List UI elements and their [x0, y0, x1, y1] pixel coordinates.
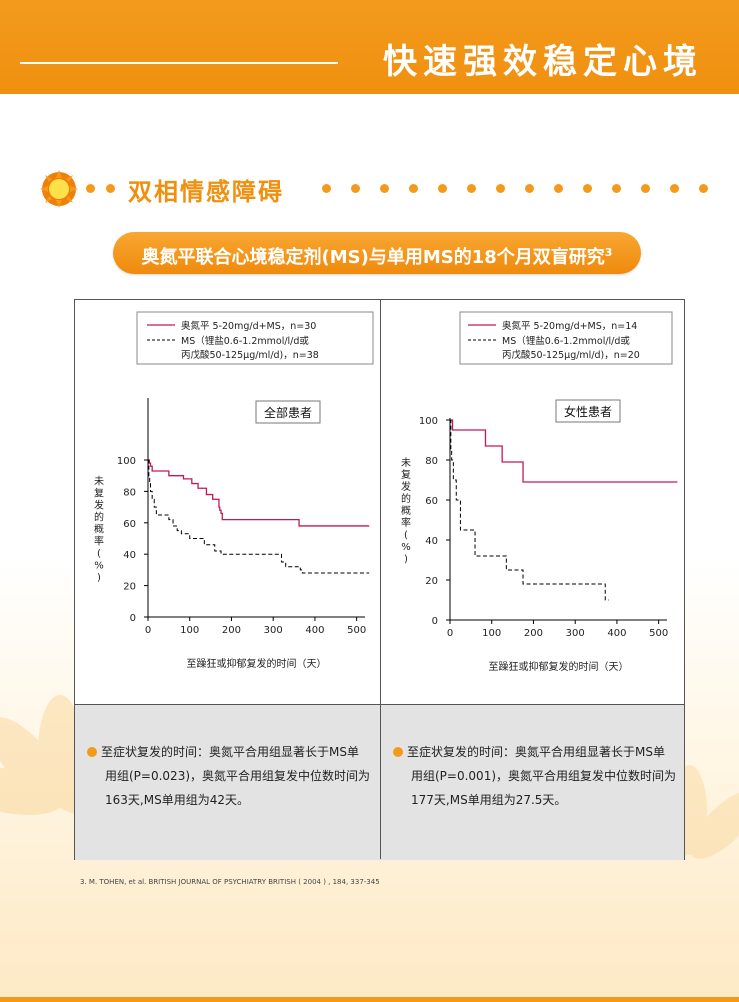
y-axis-label: 未复发的概率(%): [401, 457, 411, 565]
y-tick-label: 60: [123, 519, 136, 530]
x-tick-label: 200: [222, 625, 241, 636]
x-tick-label: 0: [447, 628, 453, 639]
x-tick-label: 100: [482, 628, 501, 639]
dot: [641, 184, 650, 193]
summary-left: 至症状复发的时间：奥氮平合用组显著长于MS单 用组(P=0.023)，奥氮平合用…: [87, 740, 377, 812]
summary-line: 用组(P=0.001)，奥氮平合用组复发中位数时间为: [393, 764, 683, 788]
dot: [496, 184, 505, 193]
legend-box-left: 奥氮平 5-20mg/d+MS，n=30 MS（锂盐0.6-1.2mmol/l/…: [136, 311, 374, 365]
summary-line: 163天,MS单用组为42天。: [87, 788, 377, 812]
y-tick-label: 0: [432, 616, 438, 627]
header-band: 快速强效稳定心境: [0, 0, 739, 94]
dot: [86, 184, 95, 193]
legend-entry-ms: MS（锂盐0.6-1.2mmol/l/d或: [502, 335, 630, 347]
legend-box-right: 奥氮平 5-20mg/d+MS，n=14 MS（锂盐0.6-1.2mmol/l/…: [459, 311, 673, 365]
y-tick-label: 0: [130, 613, 136, 624]
y-tick-label: 100: [419, 416, 438, 427]
summary-text: 至症状复发的时间：奥氮平合用组显著长于MS单: [101, 745, 359, 759]
x-tick-label: 500: [347, 625, 366, 636]
y-axis-label: 未复发的概率(%): [94, 476, 104, 584]
x-tick-label: 400: [607, 628, 626, 639]
legend-entry-ms: MS（锂盐0.6-1.2mmol/l/d或: [181, 335, 309, 347]
y-tick-label: 20: [425, 576, 438, 587]
summary-text: 177天,MS单用组为27.5天。: [411, 793, 567, 807]
chart-title: 女性患者: [564, 404, 612, 419]
summary-text: 用组(P=0.001)，奥氮平合用组复发中位数时间为: [411, 769, 677, 783]
section-title: 双相情感障碍: [128, 178, 284, 206]
summary-text: 至症状复发的时间：奥氮平合用组显著长于MS单: [407, 745, 665, 759]
summary-line: 177天,MS单用组为27.5天。: [393, 788, 683, 812]
summary-text: 163天,MS单用组为42天。: [105, 793, 249, 807]
x-axis-label: 至躁狂或抑郁复发的时间（天）: [187, 657, 327, 670]
series-line-ms: [450, 419, 609, 601]
y-tick-label: 80: [123, 487, 136, 498]
plot-area-left: 0 100 200 300 400 500 0 20 40 60 80 100 全部患者未复发的概率(%…: [94, 398, 370, 670]
footer-band: [0, 997, 739, 1002]
dot: [583, 184, 592, 193]
y-tick-label: 60: [425, 496, 438, 507]
legend-entry-olanzapine: 奥氮平 5-20mg/d+MS，n=14: [502, 320, 637, 332]
dot: [409, 184, 418, 193]
x-tick-label: 500: [649, 628, 668, 639]
summary-text: 用组(P=0.023)，奥氮平合用组复发中位数时间为: [105, 769, 371, 783]
page-title: 快速强效稳定心境: [383, 42, 703, 82]
header-rule: [20, 62, 338, 64]
summary-line: 用组(P=0.023)，奥氮平合用组复发中位数时间为: [87, 764, 377, 788]
chart-all-patients: 奥氮平 5-20mg/d+MS，n=30 MS（锂盐0.6-1.2mmol/l/…: [94, 311, 374, 670]
series-line-ms: [148, 459, 370, 574]
reference-note: 3. M. TOHEN, et al. BRITISH JOURNAL OF P…: [80, 878, 380, 886]
y-tick-label: 40: [425, 536, 438, 547]
x-axis-label: 至躁狂或抑郁复发的时间（天）: [489, 660, 629, 673]
chart-title: 全部患者: [264, 405, 312, 420]
x-tick-label: 100: [180, 625, 199, 636]
dot: [380, 184, 389, 193]
sun-icon: [40, 170, 78, 208]
dot: [699, 184, 708, 193]
legend-entry-ms-cont: 丙戊酸50-125μg/ml/d)，n=20: [502, 349, 640, 361]
legend-entry-olanzapine: 奥氮平 5-20mg/d+MS，n=30: [181, 320, 316, 332]
chart-female-patients: 奥氮平 5-20mg/d+MS，n=14 MS（锂盐0.6-1.2mmol/l/…: [401, 311, 678, 673]
dot: [438, 184, 447, 193]
y-tick-label: 80: [425, 456, 438, 467]
dot: [467, 184, 476, 193]
dot: [670, 184, 679, 193]
x-tick-label: 300: [566, 628, 585, 639]
study-title: 奥氮平联合心境稳定剂(MS)与单用MS的18个月双盲研究: [141, 247, 605, 268]
y-tick-label: 20: [123, 582, 136, 593]
charts-panel: 奥氮平 5-20mg/d+MS，n=30 MS（锂盐0.6-1.2mmol/l/…: [74, 299, 685, 860]
dot: [525, 184, 534, 193]
dot: [554, 184, 563, 193]
dot: [322, 184, 331, 193]
x-tick-label: 400: [305, 625, 324, 636]
dot: [106, 184, 115, 193]
section-header: 双相情感障碍: [40, 168, 730, 208]
summary-line: 至症状复发的时间：奥氮平合用组显著长于MS单: [393, 740, 683, 764]
reference-superscript: 3: [604, 246, 613, 259]
summary-area: [75, 704, 684, 860]
summary-right: 至症状复发的时间：奥氮平合用组显著长于MS单 用组(P=0.001)，奥氮平合用…: [393, 740, 683, 812]
legend-entry-ms-cont: 丙戊酸50-125μg/ml/d)，n=38: [181, 349, 319, 361]
x-tick-label: 200: [524, 628, 543, 639]
bullet-dot: [393, 747, 403, 757]
chart-title-box: [555, 399, 621, 423]
plot-area-right: 0 100 200 300 400 500 0 20 40 60 80 100 女性患者未复发的概率(%…: [401, 399, 678, 673]
y-tick-label: 100: [117, 456, 136, 467]
x-tick-label: 300: [264, 625, 283, 636]
summary-line: 至症状复发的时间：奥氮平合用组显著长于MS单: [87, 740, 377, 764]
dot: [612, 184, 621, 193]
series-line-olanzapine: [450, 419, 678, 483]
panel-divider: [380, 300, 381, 859]
study-title-pill: 奥氮平联合心境稳定剂(MS)与单用MS的18个月双盲研究3: [113, 232, 641, 274]
dot: [351, 184, 360, 193]
chart-title-box: [255, 400, 321, 424]
y-tick-label: 40: [123, 550, 136, 561]
x-tick-label: 0: [145, 625, 151, 636]
bullet-dot: [87, 747, 97, 757]
series-line-olanzapine: [148, 459, 370, 527]
